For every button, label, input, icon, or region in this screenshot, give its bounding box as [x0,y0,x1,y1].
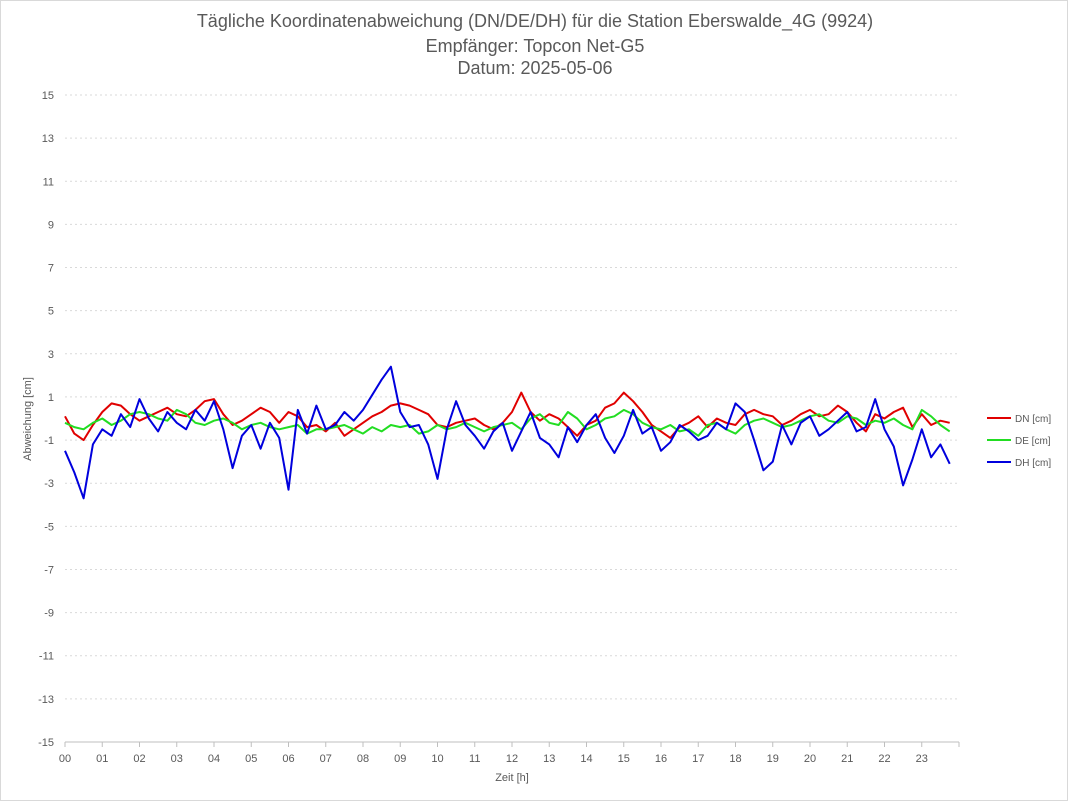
x-tick-label: 16 [655,753,667,765]
series-line-dn [64,391,950,442]
x-tick-label: 12 [506,753,518,765]
chart-subtitle-date: Datum: 2025-05-06 [457,58,613,78]
y-axis-label: Abweichung [cm] [22,377,34,461]
y-tick-label: 1 [48,392,54,404]
x-tick-label: 21 [841,753,853,765]
x-tick-label: 08 [357,753,369,765]
y-tick-label: -9 [44,608,54,620]
x-tick-label: 23 [916,753,928,765]
x-tick-label: 01 [96,753,108,765]
x-tick-label: 05 [245,753,257,765]
legend: DN [cm] DE [cm] DH [cm] [987,414,1051,469]
x-tick-label: 10 [431,753,443,765]
x-tick-label: 07 [320,753,332,765]
x-axis-tick-labels: 00 01 02 03 04 05 06 07 08 09 10 11 12 13 14 15 16 17 18 19… [59,753,928,765]
y-tick-label: 3 [48,349,54,361]
y-tick-label: -5 [44,521,54,533]
chart-title: Tägliche Koordinatenabweichung (DN/DE/DH… [196,11,874,31]
chart-subtitle-receiver: Empfänger: Topcon Net-G5 [425,36,645,56]
y-tick-label: 5 [48,306,54,318]
y-tick-label: -11 [39,651,54,663]
x-tick-label: 09 [394,753,406,765]
x-tick-label: 14 [580,753,592,765]
x-tick-label: 13 [543,753,555,765]
x-tick-label: 03 [171,753,183,765]
series-line-dh [64,365,951,500]
y-tick-label: 13 [42,133,54,145]
y-tick-label: 15 [42,90,54,102]
y-axis-tick-labels: 15 13 11 9 7 5 3 1 -1 -3 -5 -7 -9 -11 -13 -15 [38,90,54,749]
x-axis [64,741,960,747]
x-tick-label: 11 [469,753,480,765]
y-tick-label: 11 [43,176,54,188]
legend-label-dh: DH [cm] [1015,458,1051,469]
x-tick-label: 15 [618,753,630,765]
grid-lines [65,94,959,700]
y-tick-label: -1 [44,435,54,447]
x-tick-label: 19 [767,753,779,765]
x-tick-label: 04 [208,753,220,765]
series-line-de [64,408,951,437]
y-tick-label: -13 [38,694,54,706]
x-axis-label: Zeit [h] [495,772,529,784]
x-tick-label: 00 [59,753,71,765]
legend-label-de: DE [cm] [1015,436,1051,447]
x-tick-label: 22 [878,753,890,765]
y-tick-label: -15 [38,737,54,749]
x-tick-label: 06 [282,753,294,765]
x-tick-label: 17 [692,753,704,765]
y-tick-label: 9 [48,219,54,231]
x-tick-label: 18 [729,753,741,765]
y-tick-label: -7 [44,564,54,576]
series-lines [64,365,951,500]
y-tick-label: 7 [48,263,54,275]
x-tick-label: 20 [804,753,816,765]
y-tick-label: -3 [44,478,54,490]
x-tick-label: 02 [133,753,145,765]
legend-label-dn: DN [cm] [1015,414,1051,425]
